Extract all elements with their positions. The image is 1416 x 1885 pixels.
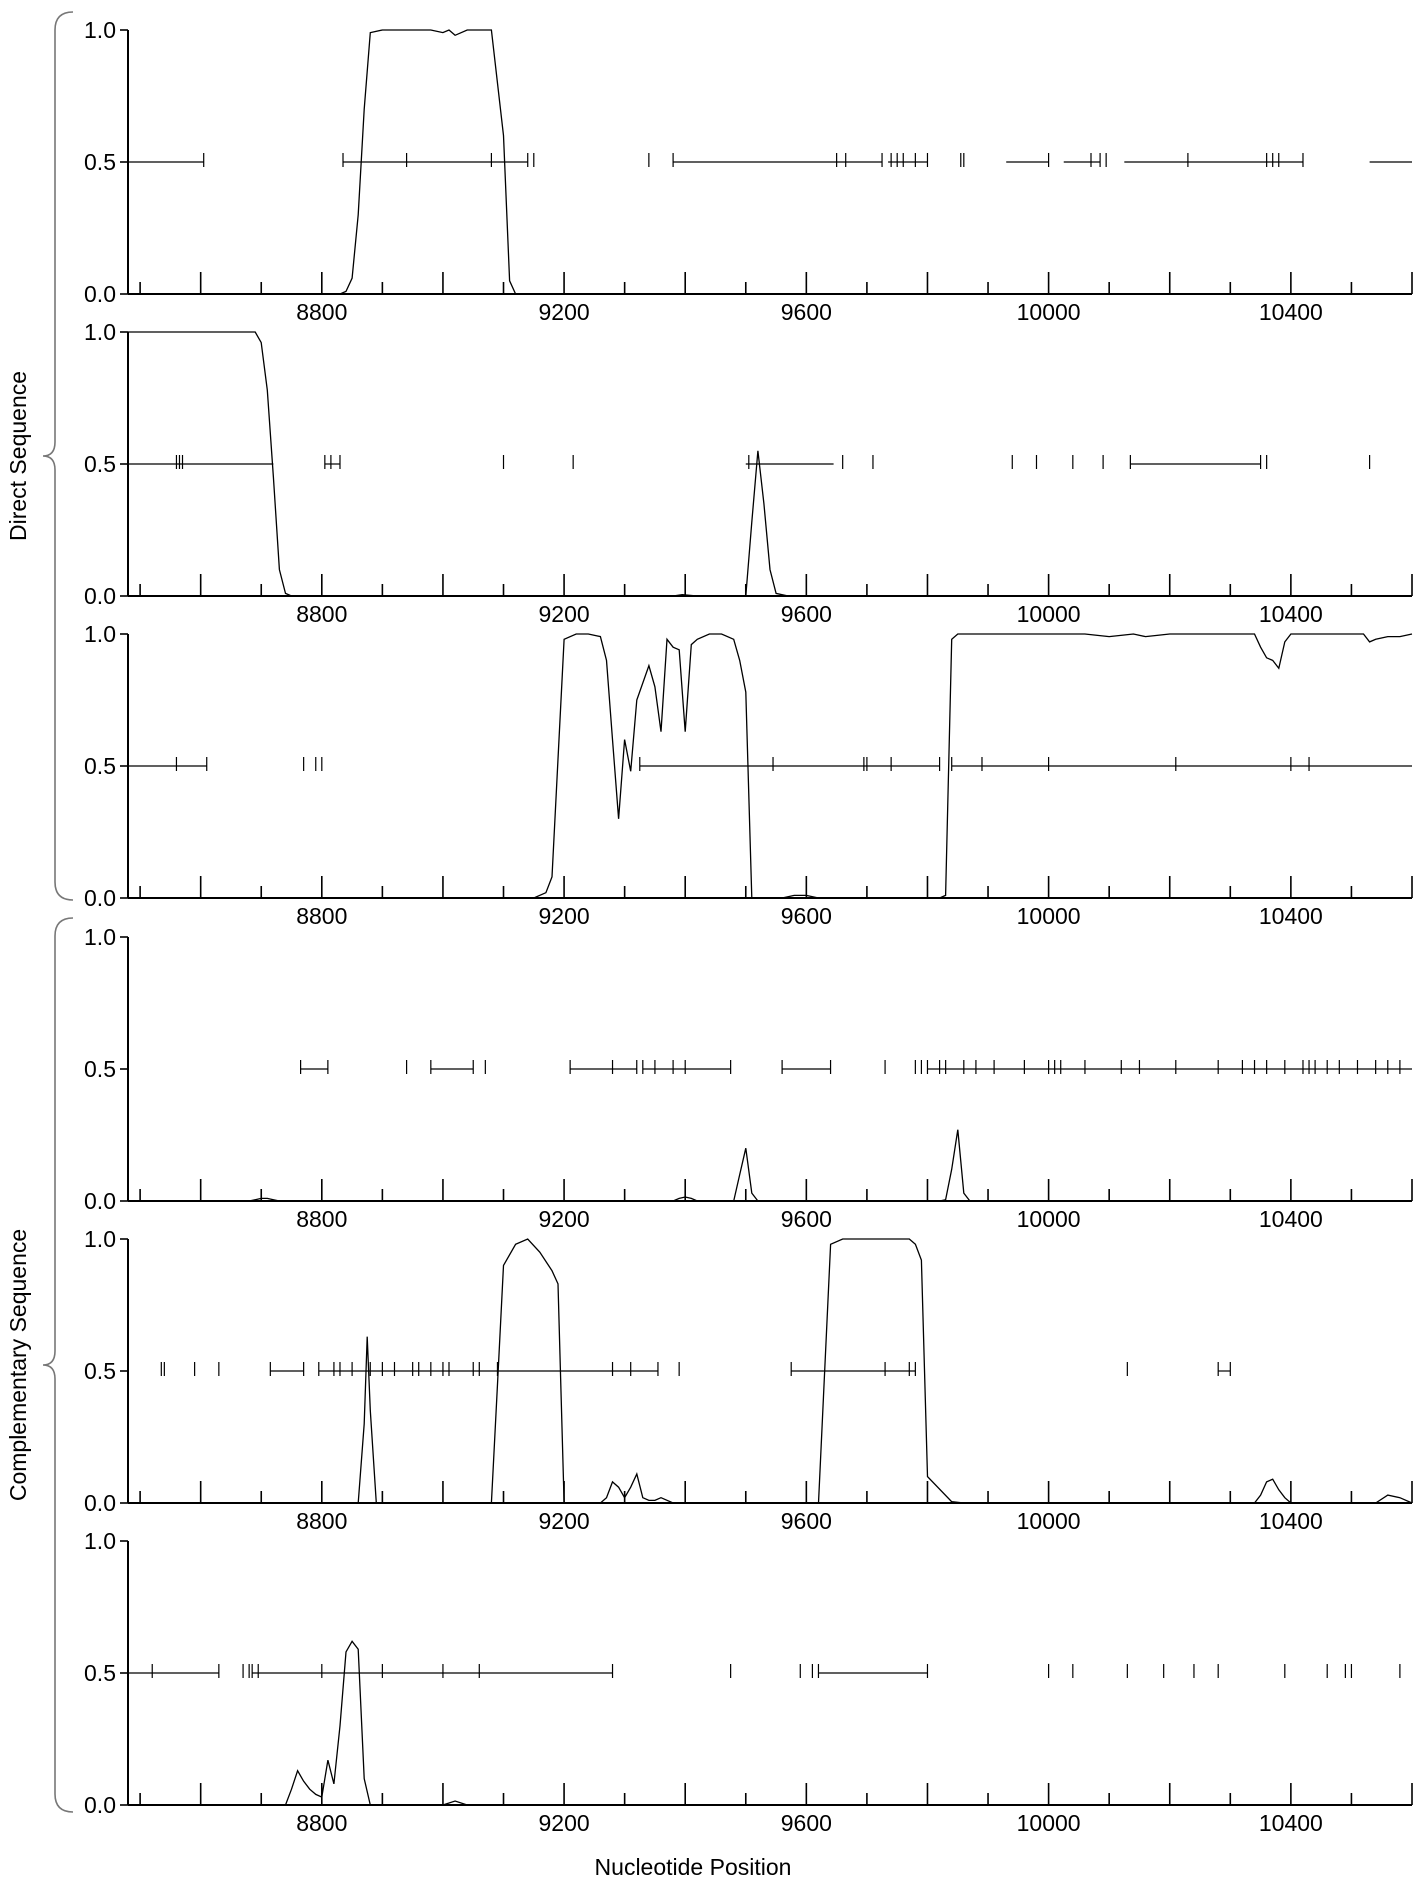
x-tick-label: 8800 — [296, 1508, 347, 1534]
y-tick-label: 0.5 — [84, 1660, 116, 1686]
x-tick-label: 9200 — [538, 1810, 589, 1836]
x-tick-label: 8800 — [296, 299, 347, 325]
panel-6: 1.0 0.5 0.0 8800 9200 9600 10000 10400 — [84, 1528, 1413, 1836]
probability-line — [128, 1129, 1412, 1202]
x-tick-label: 9200 — [538, 1508, 589, 1534]
x-tick-label: 9600 — [781, 601, 832, 627]
y-tick-label: 1.0 — [84, 319, 116, 345]
panels: 1.0 0.5 0.0 8800 9200 9600 10000 10400 1.0 0.5 0.0… — [84, 17, 1413, 1836]
x-tick-label: 10000 — [1017, 1810, 1081, 1836]
x-tick-label: 9600 — [781, 1810, 832, 1836]
probability-line — [128, 331, 1412, 597]
x-tick-label: 10000 — [1017, 1206, 1081, 1232]
panel-2: 1.0 0.5 0.0 8800 9200 9600 10000 10400 — [84, 319, 1413, 627]
x-tick-label: 10000 — [1017, 299, 1081, 325]
y-tick-label: 0.5 — [84, 753, 116, 779]
y-tick-label: 1.0 — [84, 17, 116, 43]
x-tick-label: 8800 — [296, 1810, 347, 1836]
probability-line — [128, 1238, 1413, 1504]
panel-1: 1.0 0.5 0.0 8800 9200 9600 10000 10400 — [84, 17, 1413, 325]
y-tick-label: 0.0 — [84, 885, 116, 911]
x-tick-label: 10000 — [1017, 601, 1081, 627]
panel-4: 1.0 0.5 0.0 8800 9200 9600 10000 10400 — [84, 924, 1413, 1232]
x-tick-label: 9600 — [781, 1508, 832, 1534]
probability-line — [521, 633, 1413, 899]
y-tick-label: 0.5 — [84, 451, 116, 477]
x-tick-label: 8800 — [296, 903, 347, 929]
y-tick-label: 1.0 — [84, 1528, 116, 1554]
x-tick-label: 10000 — [1017, 903, 1081, 929]
y-tick-label: 0.5 — [84, 149, 116, 175]
group-brackets — [42, 11, 74, 1813]
y-tick-label: 0.0 — [84, 1792, 116, 1818]
group-label-direct: Direct Sequence — [5, 371, 31, 541]
y-tick-label: 1.0 — [84, 1226, 116, 1252]
y-tick-label: 0.0 — [84, 1490, 116, 1516]
x-tick-label: 9600 — [781, 299, 832, 325]
y-tick-label: 0.5 — [84, 1056, 116, 1082]
x-tick-label: 10000 — [1017, 1508, 1081, 1534]
x-tick-label: 8800 — [296, 1206, 347, 1232]
bracket-complementary — [42, 917, 74, 1813]
bracket-direct — [42, 11, 74, 901]
x-tick-label: 10400 — [1259, 1810, 1323, 1836]
x-tick-label: 9600 — [781, 1206, 832, 1232]
x-tick-label: 8800 — [296, 601, 347, 627]
x-axis-title: Nucleotide Position — [595, 1854, 792, 1880]
probability-line — [128, 1640, 1412, 1806]
x-tick-label: 10400 — [1259, 299, 1323, 325]
x-tick-label: 9600 — [781, 903, 832, 929]
y-tick-label: 1.0 — [84, 621, 116, 647]
x-tick-label: 9200 — [538, 903, 589, 929]
panel-3: 1.0 0.5 0.0 8800 9200 9600 10000 10400 — [84, 621, 1413, 929]
x-tick-label: 9200 — [538, 299, 589, 325]
x-tick-label: 9200 — [538, 1206, 589, 1232]
x-tick-label: 9200 — [538, 601, 589, 627]
probability-line — [339, 29, 517, 295]
panel-5: 1.0 0.5 0.0 8800 9200 9600 10000 10400 — [84, 1226, 1413, 1534]
x-tick-label: 10400 — [1259, 1508, 1323, 1534]
group-label-complementary: Complementary Sequence — [5, 1229, 31, 1501]
y-tick-label: 0.0 — [84, 281, 116, 307]
x-tick-label: 10400 — [1259, 601, 1323, 627]
y-tick-label: 0.5 — [84, 1358, 116, 1384]
y-tick-label: 0.0 — [84, 583, 116, 609]
y-tick-label: 1.0 — [84, 924, 116, 950]
x-tick-label: 10400 — [1259, 903, 1323, 929]
y-tick-label: 0.0 — [84, 1188, 116, 1214]
x-tick-label: 10400 — [1259, 1206, 1323, 1232]
